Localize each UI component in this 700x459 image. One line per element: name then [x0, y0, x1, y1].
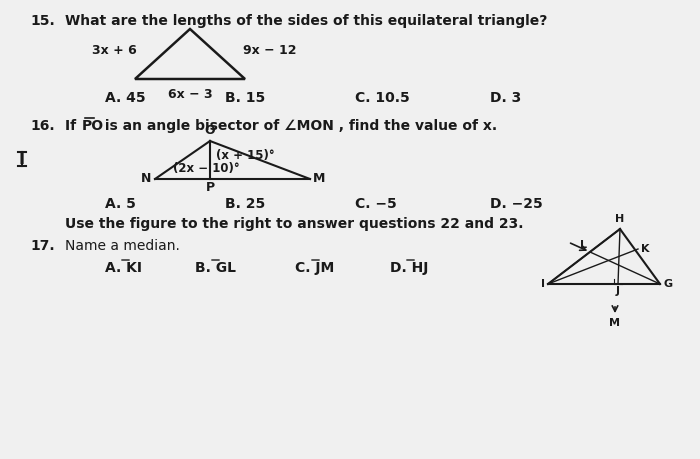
- Text: A. 5: A. 5: [105, 197, 136, 211]
- Text: D. −25: D. −25: [490, 197, 542, 211]
- Text: What are the lengths of the sides of this equilateral triangle?: What are the lengths of the sides of thi…: [65, 14, 547, 28]
- Text: (2x − 10)°: (2x − 10)°: [173, 162, 239, 175]
- Text: K: K: [641, 244, 650, 254]
- Text: (x + 15)°: (x + 15)°: [216, 149, 274, 162]
- Text: A. 45: A. 45: [105, 91, 146, 105]
- Text: C. JM: C. JM: [295, 261, 335, 275]
- Text: C. 10.5: C. 10.5: [355, 91, 409, 105]
- Text: D. HJ: D. HJ: [390, 261, 428, 275]
- Text: P: P: [205, 181, 215, 194]
- Text: B. 25: B. 25: [225, 197, 265, 211]
- Text: M: M: [313, 173, 326, 185]
- Text: N: N: [141, 173, 151, 185]
- Text: If: If: [65, 119, 81, 133]
- Text: L: L: [580, 240, 587, 250]
- Text: O: O: [204, 124, 216, 137]
- Text: M: M: [610, 318, 620, 328]
- Text: H: H: [615, 214, 624, 224]
- Text: 6x − 3: 6x − 3: [168, 88, 212, 101]
- Text: G: G: [663, 279, 672, 289]
- Text: 15.: 15.: [30, 14, 55, 28]
- Text: B. 15: B. 15: [225, 91, 265, 105]
- Text: I: I: [541, 279, 545, 289]
- Text: 17.: 17.: [30, 239, 55, 253]
- Text: C. −5: C. −5: [355, 197, 397, 211]
- Text: PO: PO: [82, 119, 104, 133]
- Text: B. GL: B. GL: [195, 261, 236, 275]
- Text: 16.: 16.: [30, 119, 55, 133]
- Text: D. 3: D. 3: [490, 91, 522, 105]
- Text: is an angle bisector of ∠MON , find the value of x.: is an angle bisector of ∠MON , find the …: [100, 119, 497, 133]
- Text: 3x + 6: 3x + 6: [92, 44, 137, 56]
- Text: Use the figure to the right to answer questions 22 and 23.: Use the figure to the right to answer qu…: [65, 217, 524, 231]
- Text: A. KI: A. KI: [105, 261, 142, 275]
- Text: J: J: [616, 286, 620, 296]
- Text: 9x − 12: 9x − 12: [243, 44, 297, 56]
- Text: I: I: [19, 150, 25, 168]
- Text: Name a median.: Name a median.: [65, 239, 180, 253]
